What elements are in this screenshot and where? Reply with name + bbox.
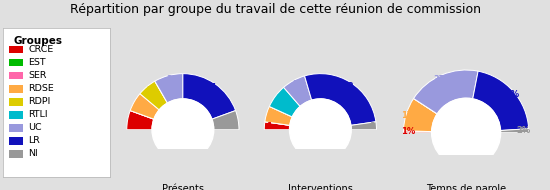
Text: CRCE: CRCE bbox=[29, 45, 54, 54]
Text: 2%: 2% bbox=[516, 126, 531, 135]
Bar bbox=[9, 98, 23, 106]
Wedge shape bbox=[414, 98, 437, 114]
Wedge shape bbox=[130, 111, 154, 119]
Text: Interventions: Interventions bbox=[288, 184, 353, 190]
Circle shape bbox=[289, 99, 351, 161]
Text: NI: NI bbox=[29, 149, 38, 158]
Wedge shape bbox=[270, 87, 300, 117]
Text: 2: 2 bbox=[135, 99, 141, 108]
Text: 2: 2 bbox=[147, 86, 153, 95]
Wedge shape bbox=[305, 74, 376, 125]
Text: SER: SER bbox=[29, 71, 47, 80]
Wedge shape bbox=[140, 81, 167, 110]
Text: 3: 3 bbox=[293, 80, 299, 89]
Text: LR: LR bbox=[29, 136, 40, 145]
Wedge shape bbox=[351, 122, 376, 130]
Text: 2: 2 bbox=[268, 111, 274, 120]
Text: RTLI: RTLI bbox=[29, 110, 48, 119]
Text: 12: 12 bbox=[343, 82, 354, 91]
Text: 3: 3 bbox=[276, 94, 282, 103]
Bar bbox=[9, 85, 23, 93]
Bar bbox=[9, 72, 23, 79]
Text: 1: 1 bbox=[266, 122, 272, 131]
Text: Groupes: Groupes bbox=[13, 36, 63, 46]
Wedge shape bbox=[500, 129, 529, 133]
Wedge shape bbox=[155, 81, 167, 103]
Wedge shape bbox=[130, 94, 160, 119]
Circle shape bbox=[432, 98, 500, 167]
Wedge shape bbox=[126, 130, 239, 186]
Wedge shape bbox=[404, 131, 432, 133]
Wedge shape bbox=[404, 98, 437, 132]
Text: 3: 3 bbox=[167, 75, 172, 84]
Bar bbox=[384, 133, 548, 190]
Wedge shape bbox=[130, 111, 154, 119]
Text: 2: 2 bbox=[129, 116, 135, 125]
Text: 41%: 41% bbox=[499, 90, 520, 99]
Wedge shape bbox=[404, 131, 432, 132]
Bar bbox=[9, 59, 23, 66]
Wedge shape bbox=[265, 122, 290, 125]
Text: 17%: 17% bbox=[401, 111, 421, 120]
Wedge shape bbox=[155, 74, 183, 103]
Text: 1: 1 bbox=[369, 122, 375, 131]
Wedge shape bbox=[265, 106, 292, 125]
Wedge shape bbox=[404, 131, 432, 132]
Wedge shape bbox=[183, 74, 235, 119]
Text: EST: EST bbox=[29, 58, 46, 67]
Bar bbox=[9, 150, 23, 158]
Bar bbox=[110, 130, 256, 190]
Wedge shape bbox=[265, 122, 290, 125]
Bar bbox=[248, 130, 393, 190]
Text: 37%: 37% bbox=[434, 75, 454, 84]
Text: RDSE: RDSE bbox=[29, 84, 54, 93]
Wedge shape bbox=[414, 98, 437, 114]
Bar bbox=[9, 124, 23, 132]
Text: UC: UC bbox=[29, 123, 42, 132]
Wedge shape bbox=[264, 122, 290, 130]
Bar bbox=[9, 137, 23, 145]
Wedge shape bbox=[414, 70, 478, 114]
Text: 7: 7 bbox=[210, 83, 216, 92]
Wedge shape bbox=[472, 71, 529, 131]
Text: 2: 2 bbox=[231, 116, 236, 125]
Bar bbox=[9, 46, 23, 53]
Text: 1%: 1% bbox=[402, 127, 416, 136]
Wedge shape bbox=[284, 76, 312, 106]
Wedge shape bbox=[404, 133, 529, 190]
Text: Temps de parole
(mots prononcés): Temps de parole (mots prononcés) bbox=[423, 184, 509, 190]
Text: RDPI: RDPI bbox=[29, 97, 51, 106]
Wedge shape bbox=[270, 106, 292, 117]
Wedge shape bbox=[126, 111, 154, 130]
Wedge shape bbox=[212, 111, 239, 130]
Text: Présents: Présents bbox=[162, 184, 204, 190]
Bar bbox=[9, 111, 23, 119]
Text: Répartition par groupe du travail de cette réunion de commission: Répartition par groupe du travail de cet… bbox=[69, 3, 481, 16]
Circle shape bbox=[152, 99, 214, 161]
Wedge shape bbox=[264, 130, 376, 186]
